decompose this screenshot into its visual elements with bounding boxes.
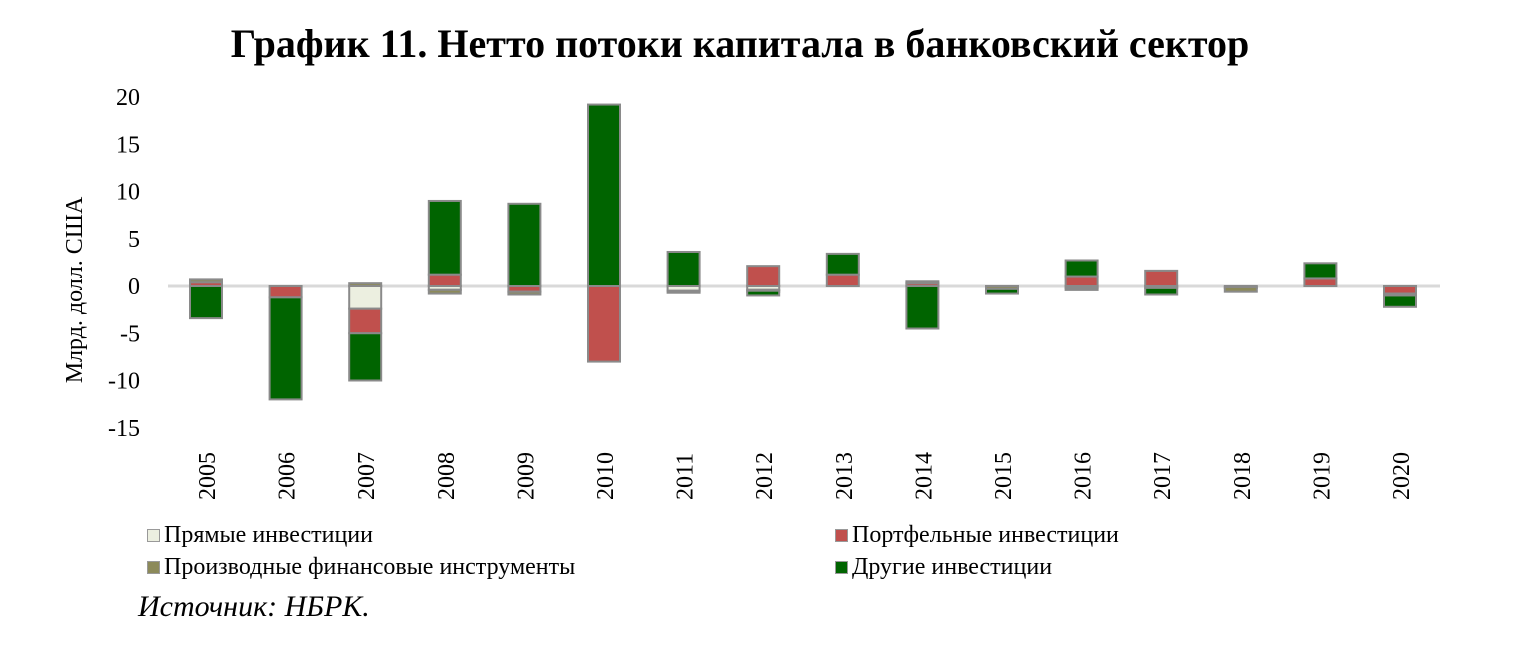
- x-tick-label: 2007: [354, 452, 380, 500]
- chart-title: График 11. Нетто потоки капитала в банко…: [230, 21, 1250, 66]
- x-tick-label: 2016: [1071, 452, 1097, 500]
- bar-segment-other: [268, 296, 303, 401]
- legend-item-portfolio: Портфельные инвестиции: [835, 522, 1119, 549]
- bar-segment-portfolio: [1383, 285, 1417, 295]
- legend-item-direct: Прямые инвестиции: [147, 522, 373, 549]
- bar-segment-portfolio: [825, 273, 860, 288]
- source-note: Источник: НБРК.: [138, 590, 370, 623]
- legend-swatch-icon: [835, 561, 848, 574]
- bar-segment-other: [905, 285, 940, 330]
- bar-segment-other: [189, 285, 223, 320]
- bar-segment-derivatives: [666, 289, 701, 294]
- bar-segment-other: [1064, 259, 1099, 278]
- bar-segment-other: [825, 252, 860, 276]
- bar-segment-direct: [348, 285, 383, 310]
- bar-segment-portfolio: [1303, 277, 1338, 288]
- y-tick-label: 5: [128, 227, 140, 253]
- bar-segment-portfolio: [587, 285, 621, 363]
- bar-segment-other: [587, 103, 621, 287]
- y-tick-label: 20: [116, 85, 140, 111]
- bar-segment-portfolio: [746, 265, 781, 287]
- x-tick-label: 2018: [1230, 452, 1256, 500]
- x-tick-label: 2006: [275, 452, 301, 500]
- x-tick-label: 2020: [1389, 452, 1415, 500]
- x-tick-label: 2017: [1150, 452, 1176, 500]
- bar-segment-other: [427, 199, 462, 276]
- legend-item-other: Другие инвестиции: [835, 554, 1052, 581]
- x-tick-label: 2005: [195, 452, 221, 500]
- y-tick-label: -10: [108, 369, 140, 395]
- y-tick-label: -5: [120, 321, 140, 347]
- bar-segment-derivatives: [507, 290, 542, 296]
- bar-segment-portfolio: [268, 285, 303, 299]
- bar-segment-derivatives: [905, 280, 940, 285]
- bar-segment-derivatives: [348, 282, 383, 288]
- legend-swatch-icon: [835, 529, 848, 542]
- x-tick-label: 2019: [1309, 452, 1335, 500]
- bar-segment-other: [507, 202, 542, 287]
- x-tick-label: 2014: [911, 452, 937, 500]
- bar-segment-portfolio: [1064, 275, 1099, 287]
- bar-segment-derivatives: [1064, 286, 1099, 291]
- bar-segment-portfolio: [1144, 269, 1179, 288]
- bar-segment-derivatives: [1223, 285, 1258, 293]
- bar-segment-portfolio: [427, 273, 462, 288]
- bar-segment-other: [1303, 262, 1338, 280]
- x-tick-label: 2013: [832, 452, 858, 500]
- x-tick-label: 2012: [752, 452, 778, 500]
- x-tick-label: 2010: [593, 452, 619, 500]
- x-tick-label: 2011: [673, 453, 699, 500]
- bar-segment-other: [1383, 294, 1417, 308]
- y-tick-label: 0: [128, 274, 140, 300]
- y-axis-label: Млрд. долл. США: [62, 196, 88, 383]
- x-tick-label: 2009: [513, 452, 539, 500]
- y-tick-label: -15: [108, 416, 140, 442]
- x-tick-label: 2015: [991, 452, 1017, 500]
- legend-item-derivatives: Производные финансовые инструменты: [147, 554, 575, 581]
- bar-segment-derivatives: [427, 288, 462, 295]
- x-tick-label: 2008: [434, 452, 460, 500]
- bar-segment-other: [348, 332, 383, 382]
- bar-segment-other: [746, 289, 781, 297]
- legend-swatch-icon: [147, 529, 160, 542]
- bar-segment-portfolio: [348, 307, 383, 335]
- bar-segment-other: [985, 287, 1019, 295]
- bar-segment-other: [666, 250, 701, 287]
- bar-segment-other: [1144, 286, 1179, 296]
- y-tick-label: 15: [116, 132, 140, 158]
- y-tick-label: 10: [116, 180, 140, 206]
- bar-segment-derivatives: [189, 278, 223, 284]
- legend-swatch-icon: [147, 561, 160, 574]
